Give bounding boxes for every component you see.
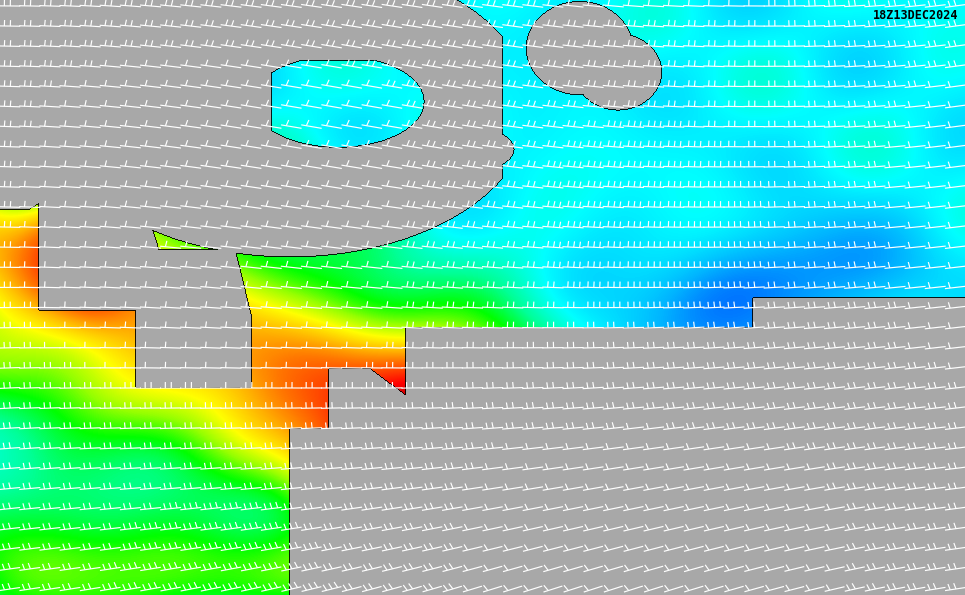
- Text: 18Z13DEC2024: 18Z13DEC2024: [872, 9, 958, 22]
